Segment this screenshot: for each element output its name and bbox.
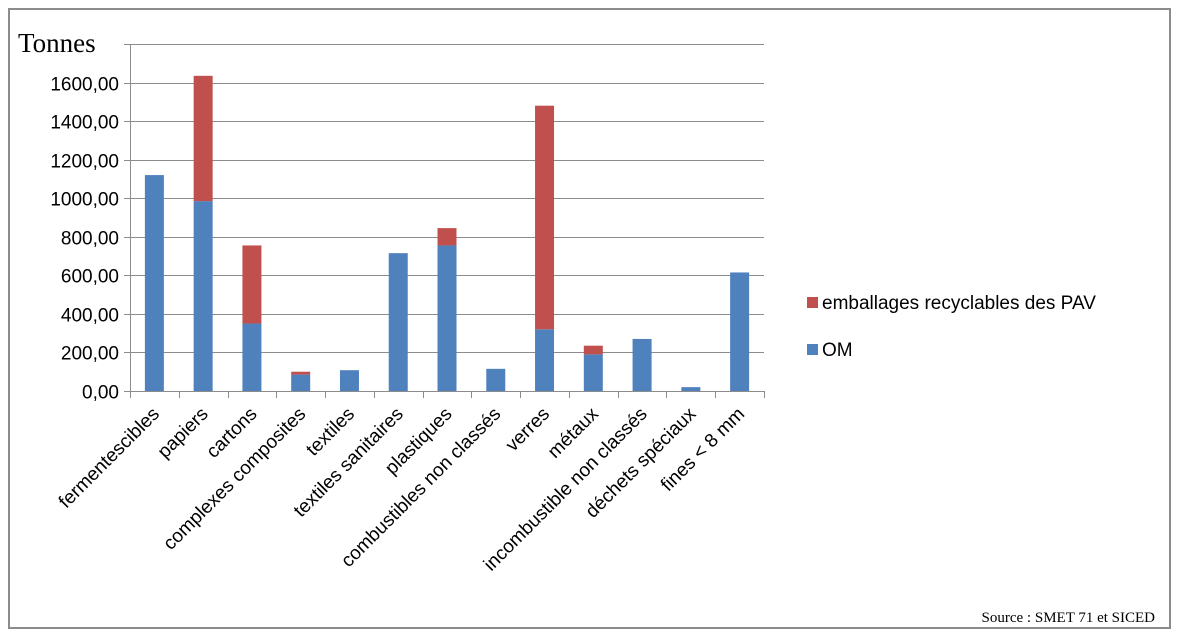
x-tick-label: papiers xyxy=(154,404,213,463)
y-tick-label: 1000,00 xyxy=(50,190,119,211)
source-note: Source : SMET 71 et SICED xyxy=(982,610,1156,626)
y-tick-label: 600,00 xyxy=(61,267,119,288)
legend-swatch xyxy=(807,344,818,355)
bar-emballages-recyclables-des-pav xyxy=(193,75,213,202)
bar-emballages-recyclables-des-pav xyxy=(583,345,603,355)
bar-om xyxy=(291,374,311,391)
bar-om xyxy=(681,387,701,391)
bar-om xyxy=(242,323,262,391)
bar-om xyxy=(632,338,652,391)
legend-swatch xyxy=(807,297,818,308)
bar-om xyxy=(486,368,506,391)
y-axis-title: Tonnes xyxy=(18,28,96,58)
bar-om xyxy=(339,370,359,391)
y-tick-label: 200,00 xyxy=(61,344,119,365)
stacked-bar-chart: 0,00 200,00 400,00 600,00 800,00 1000,00 1200,… xyxy=(18,28,1156,626)
y-tick-labels: 0,00 200,00 400,00 600,00 800,00 1000,00 1200,… xyxy=(50,75,119,404)
bar-emballages-recyclables-des-pav xyxy=(291,371,311,375)
bar-emballages-recyclables-des-pav xyxy=(535,105,555,330)
bars xyxy=(144,75,750,391)
legend: emballages recyclables des PAV OM xyxy=(807,293,1096,361)
bar-om xyxy=(583,354,603,391)
bar-om xyxy=(144,175,164,391)
bar-om xyxy=(388,253,408,391)
y-tick-label: 1400,00 xyxy=(50,113,119,134)
y-tick-label: 0,00 xyxy=(82,383,119,404)
legend-label: OM xyxy=(822,340,853,361)
bar-emballages-recyclables-des-pav xyxy=(437,228,457,246)
y-tick-label: 1200,00 xyxy=(50,152,119,173)
y-tick-label: 800,00 xyxy=(61,229,119,250)
legend-label: emballages recyclables des PAV xyxy=(822,293,1096,314)
bar-om xyxy=(193,201,213,391)
bar-om xyxy=(535,329,555,391)
bar-om xyxy=(730,272,750,391)
bar-om xyxy=(437,245,457,391)
chart-frame: 0,00 200,00 400,00 600,00 800,00 1000,00 1200,… xyxy=(8,8,1171,629)
bar-emballages-recyclables-des-pav xyxy=(242,245,262,324)
y-tick-label: 1600,00 xyxy=(50,75,119,96)
y-tick-label: 400,00 xyxy=(61,306,119,327)
axes xyxy=(130,44,765,398)
x-tick-label: fermentescibles xyxy=(55,404,164,513)
